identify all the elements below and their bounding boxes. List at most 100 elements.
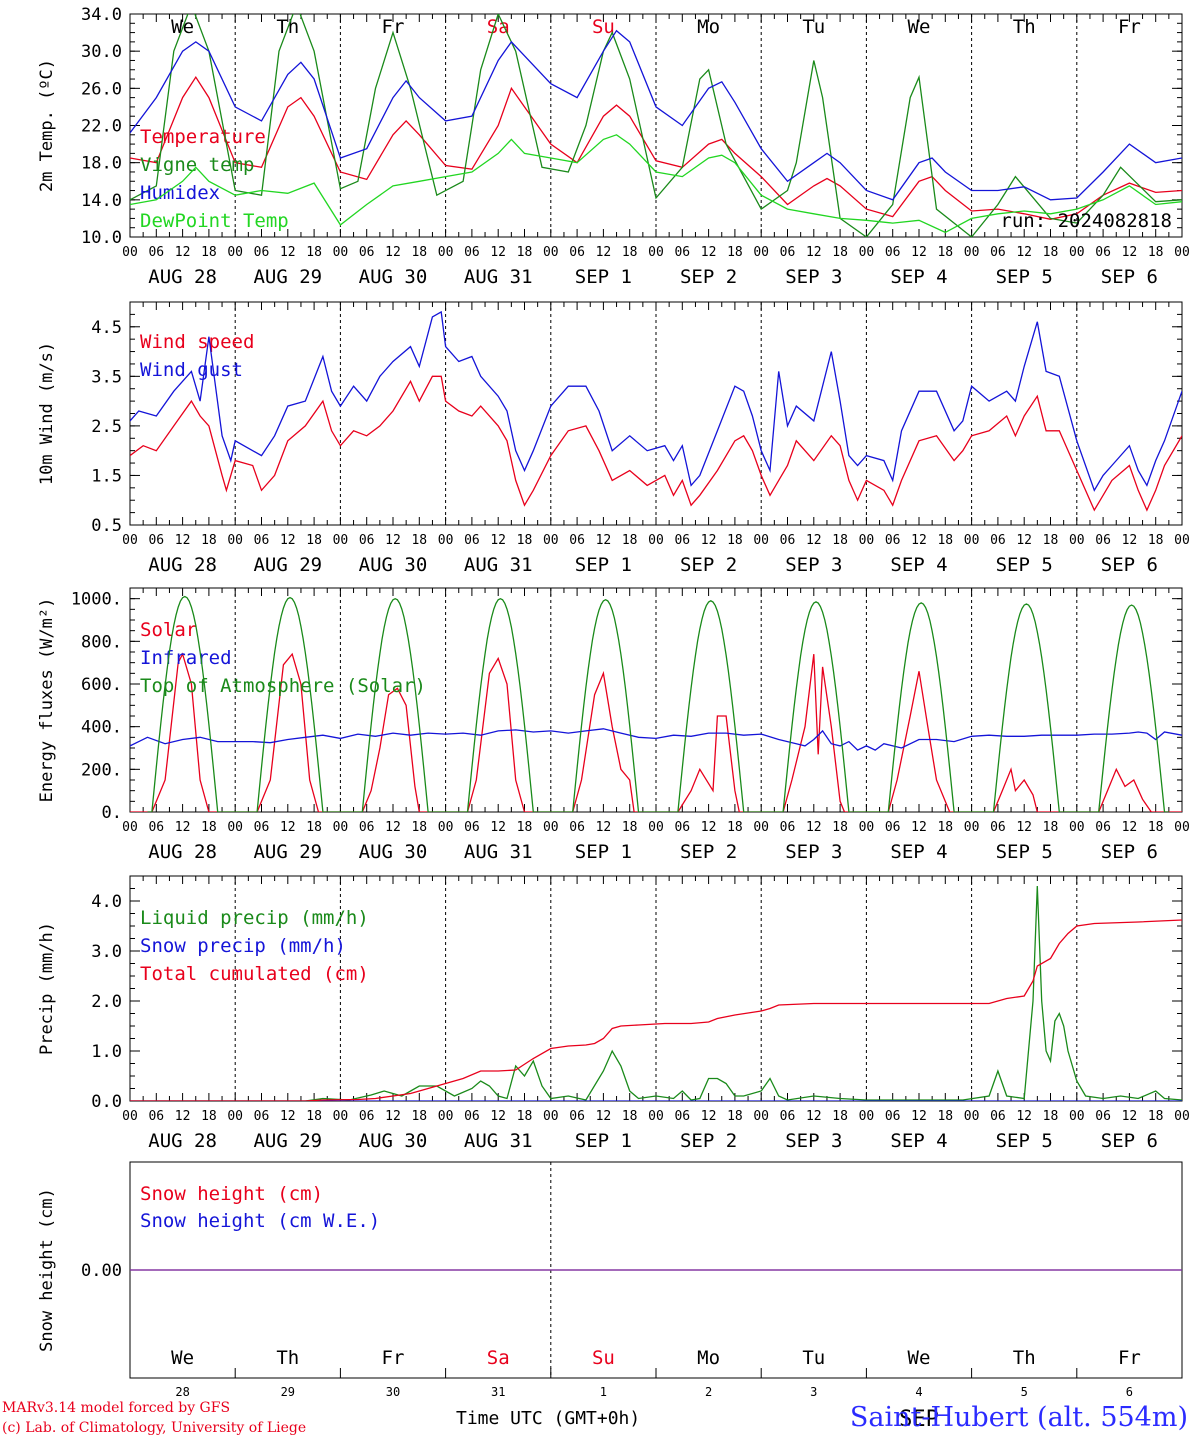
hour-tick-label: 00 (1069, 533, 1085, 548)
hour-tick-label: 06 (464, 245, 480, 260)
weekday-label: Sa (487, 1347, 510, 1369)
hour-tick-label: 00 (1174, 533, 1190, 548)
hour-tick-label: 06 (359, 820, 375, 835)
hour-tick-label: 12 (1122, 245, 1138, 260)
hour-tick-label: 06 (1095, 820, 1111, 835)
weekday-label: Th (276, 1347, 299, 1369)
hour-tick-label: 12 (911, 820, 927, 835)
hour-tick-label: 00 (438, 1109, 454, 1124)
series-line (130, 885, 1182, 1101)
hour-tick-label: 00 (543, 245, 559, 260)
hour-tick-label: 00 (1174, 1109, 1190, 1124)
hour-tick-label: 18 (517, 1109, 533, 1124)
panel-5: We Th Fr Sa Su Mo Tu We Th Fr 0.00 Snow height (cm)… (37, 1161, 1183, 1432)
date-label: SEP 5 (996, 266, 1053, 288)
day-number: 28 (175, 1385, 189, 1399)
hour-tick-label: 06 (569, 820, 585, 835)
hour-tick-label: 00 (122, 533, 138, 548)
hour-tick-label: 00 (543, 1109, 559, 1124)
hour-tick-label: 12 (175, 533, 191, 548)
hour-tick-label: 00 (227, 245, 243, 260)
y-axis-title: 10m Wind (m/s) (37, 342, 57, 485)
hour-tick-label: 12 (701, 533, 717, 548)
y-tick-label: 0. (102, 803, 122, 823)
weekday-label: We (908, 16, 931, 38)
hour-tick-label: 18 (1043, 245, 1059, 260)
hour-tick-label: 12 (385, 245, 401, 260)
date-label: SEP 3 (785, 554, 842, 576)
date-label: AUG 29 (253, 841, 322, 863)
y-tick-label: 200. (81, 760, 122, 780)
hour-tick-label: 18 (937, 1109, 953, 1124)
weekday-label: Su (592, 16, 615, 38)
hour-tick-label: 06 (148, 533, 164, 548)
day-number: 31 (491, 1385, 505, 1399)
hour-tick-label: 18 (1148, 820, 1164, 835)
hour-tick-label: 18 (306, 1109, 322, 1124)
hour-tick-label: 12 (911, 245, 927, 260)
y-tick-label: 0.5 (91, 516, 122, 536)
month-label: SEP (899, 1407, 939, 1432)
hour-tick-label: 12 (701, 820, 717, 835)
day-number: 29 (281, 1385, 295, 1399)
hour-tick-label: 12 (806, 245, 822, 260)
date-label: SEP 1 (575, 554, 632, 576)
y-tick-label: 1.5 (91, 466, 122, 486)
hour-tick-label: 12 (385, 533, 401, 548)
hour-tick-label: 18 (306, 533, 322, 548)
hour-tick-label: 12 (1122, 1109, 1138, 1124)
date-label: AUG 30 (359, 266, 428, 288)
hour-tick-label: 18 (517, 245, 533, 260)
model-credit: MARv3.14 model forced by GFS (2, 1400, 231, 1416)
y-tick-label: 4.5 (91, 318, 122, 338)
hour-tick-label: 00 (648, 820, 664, 835)
panel-3: 00 06 12 18 00 06 12 18 00 06 12 18 00 06 12 18 00 06 12 18… (37, 587, 1190, 863)
hour-tick-label: 12 (596, 245, 612, 260)
hour-tick-label: 00 (333, 1109, 349, 1124)
date-label: SEP 4 (890, 841, 947, 863)
hour-tick-label: 18 (832, 245, 848, 260)
y-tick-label: 3.5 (91, 367, 122, 387)
hour-tick-label: 12 (806, 820, 822, 835)
hour-tick-label: 00 (753, 533, 769, 548)
hour-tick-label: 06 (254, 533, 270, 548)
day-number: 1 (600, 1385, 607, 1399)
legend-entry: Wind speed (140, 331, 254, 353)
hour-tick-label: 12 (806, 1109, 822, 1124)
lab-credit: (c) Lab. of Climatology, University of L… (2, 1420, 307, 1436)
hour-tick-label: 12 (1122, 533, 1138, 548)
date-label: SEP 3 (785, 266, 842, 288)
hour-tick-label: 18 (622, 820, 638, 835)
weekday-label: Mo (697, 16, 720, 38)
hour-tick-label: 12 (806, 533, 822, 548)
date-label: AUG 30 (359, 841, 428, 863)
hour-tick-label: 06 (990, 1109, 1006, 1124)
hour-tick-label: 00 (1174, 820, 1190, 835)
hour-tick-label: 06 (569, 1109, 585, 1124)
y-tick-label: 4.0 (91, 892, 122, 912)
hour-tick-label: 06 (885, 245, 901, 260)
plot-frame (129, 301, 1183, 526)
series-line (130, 728, 1182, 751)
series-line (130, 14, 1182, 237)
date-label: AUG 30 (359, 554, 428, 576)
hour-tick-label: 12 (175, 245, 191, 260)
hour-tick-label: 18 (411, 245, 427, 260)
date-label: SEP 6 (1101, 1130, 1158, 1152)
hour-tick-label: 06 (464, 533, 480, 548)
date-label: AUG 28 (148, 1130, 217, 1152)
y-tick-label: 0.0 (91, 1092, 122, 1112)
hour-tick-label: 12 (280, 533, 296, 548)
hour-tick-label: 18 (411, 1109, 427, 1124)
date-label: SEP 2 (680, 1130, 737, 1152)
hour-tick-label: 00 (1069, 820, 1085, 835)
legend-entry: DewPoint Temp (140, 210, 289, 232)
y-tick-label: 14.0 (81, 191, 122, 211)
y-tick-label: 600. (81, 675, 122, 695)
hour-tick-label: 18 (832, 820, 848, 835)
hour-tick-label: 06 (148, 245, 164, 260)
hour-tick-label: 18 (937, 245, 953, 260)
legend-entry: Snow precip (mm/h) (140, 935, 346, 957)
hour-tick-label: 06 (359, 245, 375, 260)
weekday-label: Th (1013, 1347, 1036, 1369)
